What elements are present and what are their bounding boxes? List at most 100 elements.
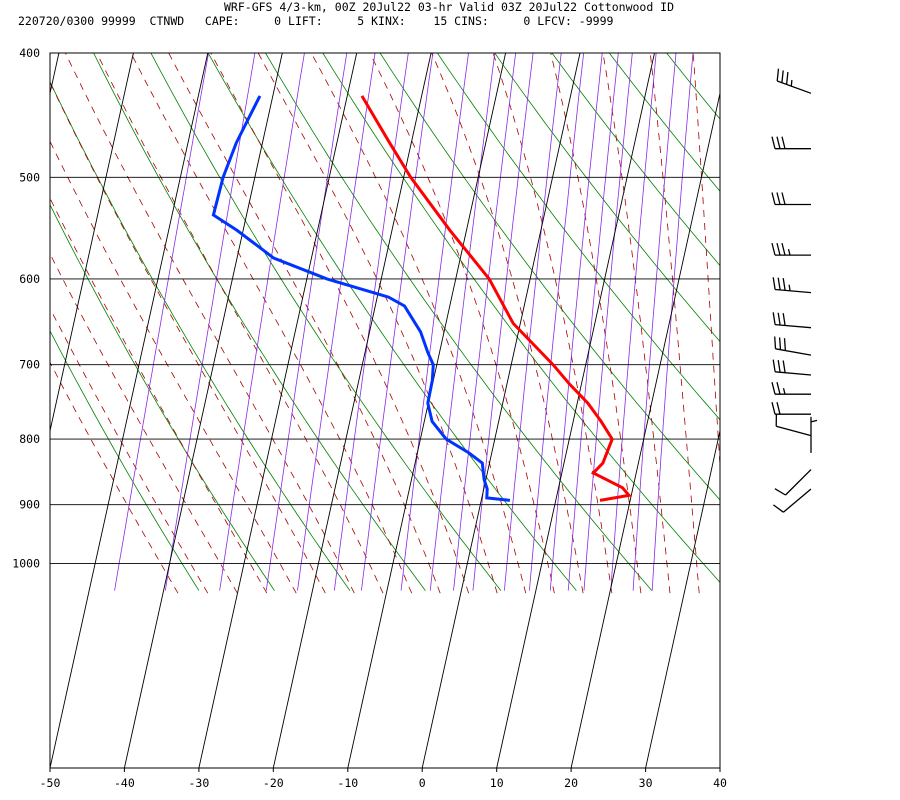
moist-adiabat — [130, 53, 413, 594]
profile-trace — [360, 95, 632, 502]
x-tick-label: 20 — [564, 776, 578, 790]
dry-adiabat — [551, 53, 720, 267]
plot-border — [49, 52, 721, 769]
wind-barb-flag — [783, 338, 787, 351]
moist-adiabat — [50, 140, 297, 594]
wind-barb-staff — [785, 469, 812, 496]
y-tick-label: 700 — [19, 358, 40, 372]
moist-adiabat — [50, 307, 209, 594]
wind-barb-flag — [776, 68, 780, 82]
isotherm-line — [50, 53, 209, 768]
dry-adiabat — [50, 80, 351, 591]
moist-adiabat — [550, 53, 642, 594]
wind-barb — [775, 413, 812, 437]
x-tick-label: -10 — [337, 776, 358, 790]
y-tick-label: 500 — [19, 170, 40, 184]
wind-barb-flag — [774, 336, 777, 349]
mixing-ratio-line — [549, 53, 603, 591]
wind-barb-staff — [776, 80, 812, 94]
dry-adiabat — [494, 53, 720, 343]
isotherm-line — [347, 53, 507, 768]
axis-tick-labels: 400 500 600 700 800 900 1000 -50 -40 -30 -20 -10 0 10… — [12, 46, 727, 790]
x-tick-label: 30 — [639, 776, 653, 790]
isotherm-line — [719, 765, 720, 768]
wind-barb-flag — [771, 382, 776, 395]
wind-barb-flag — [772, 277, 776, 290]
wind-barb-flag — [773, 504, 784, 513]
wind-barb — [810, 416, 818, 453]
wind-barb-half-flag — [790, 79, 793, 87]
isotherm-line — [198, 53, 358, 768]
wind-barb — [771, 192, 811, 206]
wind-barb-flag — [771, 402, 776, 415]
isotherm-line — [123, 53, 283, 768]
mixing-ratio-line — [583, 53, 633, 591]
wind-barb-half-flag — [810, 419, 818, 423]
wind-barb-staff — [775, 348, 812, 356]
wind-barb-flag — [774, 488, 786, 496]
wind-barb-flag — [772, 312, 776, 325]
x-tick-label: -20 — [263, 776, 284, 790]
x-tick-label: 10 — [490, 776, 504, 790]
wind-barb-flag — [781, 70, 784, 83]
y-tick-label: 400 — [19, 46, 40, 60]
wind-barb-flag — [776, 242, 781, 256]
wind-barb-staff — [776, 425, 812, 437]
moist-adiabat — [50, 252, 238, 594]
moist-adiabat — [50, 361, 179, 594]
moist-adiabat — [64, 53, 355, 594]
moist-adiabat — [492, 53, 613, 594]
plot-frame — [49, 52, 721, 769]
mixing-ratio-line — [219, 53, 305, 591]
wind-barb — [771, 402, 811, 415]
mixing-ratio-line — [472, 53, 534, 591]
dry-adiabat — [883, 39, 900, 591]
mixing-ratio-line — [429, 53, 496, 591]
wind-barb-flag — [781, 136, 786, 149]
y-tick-label: 600 — [19, 272, 40, 286]
mixing-ratio-line — [165, 53, 256, 591]
wind-barbs — [771, 68, 818, 513]
wind-barb-flag — [771, 136, 776, 149]
wind-barb-flag — [777, 277, 781, 291]
moist-adiabat — [431, 53, 584, 594]
wind-barb-staff — [782, 488, 812, 513]
y-tick-label: 800 — [19, 432, 40, 446]
moist-adiabat — [369, 53, 555, 594]
profile-trace — [211, 95, 511, 502]
background-lines — [50, 39, 900, 768]
wind-barb-flag — [777, 359, 781, 373]
wind-barb-flag — [785, 72, 789, 85]
wind-barb-half-flag — [782, 388, 786, 395]
wind-barb-flag — [777, 312, 781, 326]
dry-adiabat — [712, 39, 900, 591]
wind-barb — [771, 242, 811, 256]
wind-barb-staff — [775, 371, 812, 376]
mixing-ratio-line — [651, 53, 694, 591]
isotherm-line — [272, 53, 432, 768]
dry-adiabat — [265, 53, 653, 591]
moist-adiabat — [96, 53, 384, 594]
wind-barb-flag — [782, 277, 786, 291]
wind-barb-flag — [772, 359, 776, 372]
moist-adiabat — [50, 81, 326, 594]
wind-barb — [773, 488, 812, 513]
wind-barb — [772, 312, 812, 329]
isotherm-line — [645, 428, 720, 768]
wind-barb-half-flag — [787, 248, 791, 256]
isotherm-line — [50, 53, 134, 433]
wind-barb-flag — [782, 360, 786, 373]
wind-barb-half-flag — [788, 284, 791, 291]
x-tick-label: -30 — [189, 776, 210, 790]
isotherm-line — [421, 53, 581, 768]
wind-barb — [772, 277, 812, 294]
wind-barb — [772, 359, 812, 376]
wind-barb-flag — [771, 192, 776, 205]
wind-barb — [774, 336, 812, 356]
wind-barb — [774, 469, 812, 496]
isotherm-line — [570, 91, 720, 768]
moist-adiabat — [168, 53, 441, 594]
mixing-ratio-line — [610, 53, 657, 591]
wind-barb-staff — [775, 288, 812, 294]
